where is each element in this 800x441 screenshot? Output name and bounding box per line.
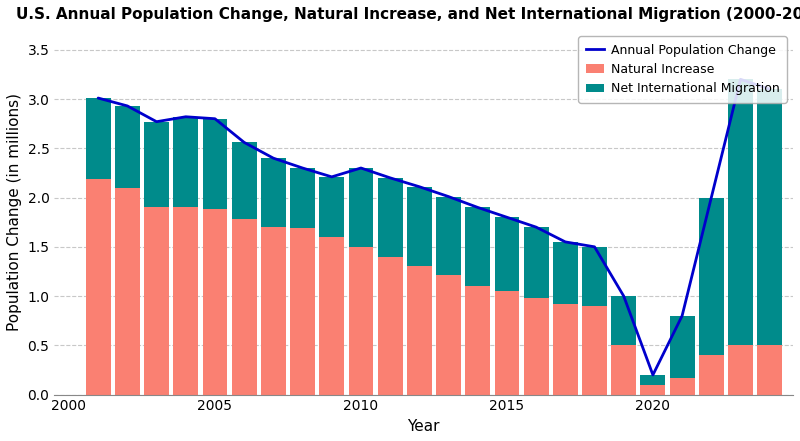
Bar — [728, 79, 753, 345]
Bar — [319, 237, 344, 395]
Bar — [436, 197, 461, 276]
Title: U.S. Annual Population Change, Natural Increase, and Net International Migration: U.S. Annual Population Change, Natural I… — [16, 7, 800, 22]
Annual Population Change — [152, 119, 162, 124]
Bar — [466, 286, 490, 395]
Bar — [611, 345, 636, 395]
Bar — [202, 119, 227, 209]
Annual Population Change — [386, 175, 395, 180]
Bar — [407, 187, 432, 265]
Bar — [611, 296, 636, 345]
Bar — [466, 207, 490, 286]
Bar — [524, 298, 549, 395]
Bar — [407, 265, 432, 395]
Bar — [641, 375, 666, 385]
Bar — [232, 219, 257, 395]
Bar — [290, 168, 315, 228]
Bar — [758, 345, 782, 395]
Bar — [144, 207, 169, 395]
Annual Population Change — [298, 165, 307, 171]
Bar — [494, 291, 519, 395]
Bar — [728, 345, 753, 395]
Annual Population Change — [765, 86, 774, 92]
Bar — [115, 106, 140, 188]
Annual Population Change — [414, 184, 424, 189]
Annual Population Change — [590, 244, 599, 250]
Bar — [174, 207, 198, 395]
Bar — [144, 122, 169, 207]
Annual Population Change — [561, 239, 570, 245]
Annual Population Change — [327, 174, 337, 179]
Bar — [553, 242, 578, 304]
Annual Population Change — [269, 156, 278, 161]
Annual Population Change — [706, 195, 716, 200]
Annual Population Change — [356, 165, 366, 171]
Legend: Annual Population Change, Natural Increase, Net International Migration: Annual Population Change, Natural Increa… — [578, 36, 787, 103]
Bar — [232, 142, 257, 219]
Bar — [524, 227, 549, 298]
Bar — [202, 209, 227, 395]
Bar — [378, 257, 402, 395]
Annual Population Change — [181, 114, 190, 120]
Annual Population Change — [648, 372, 658, 377]
Bar — [174, 117, 198, 207]
Bar — [670, 316, 694, 378]
Bar — [349, 247, 374, 395]
Annual Population Change — [444, 194, 454, 199]
Annual Population Change — [94, 95, 103, 101]
Bar — [436, 276, 461, 395]
Bar — [699, 198, 724, 355]
Bar — [699, 355, 724, 395]
Bar — [670, 378, 694, 395]
X-axis label: Year: Year — [407, 419, 440, 434]
Bar — [758, 89, 782, 345]
Bar — [494, 217, 519, 291]
Y-axis label: Population Change (in millions): Population Change (in millions) — [7, 93, 22, 331]
Annual Population Change — [210, 116, 220, 121]
Bar — [319, 177, 344, 237]
Annual Population Change — [736, 77, 746, 82]
Line: Annual Population Change: Annual Population Change — [98, 79, 770, 375]
Bar — [582, 247, 607, 306]
Annual Population Change — [122, 103, 132, 108]
Annual Population Change — [502, 215, 512, 220]
Bar — [290, 228, 315, 395]
Bar — [553, 304, 578, 395]
Bar — [349, 168, 374, 247]
Bar — [115, 188, 140, 395]
Bar — [641, 385, 666, 395]
Annual Population Change — [619, 293, 629, 299]
Bar — [261, 158, 286, 227]
Annual Population Change — [239, 140, 249, 145]
Bar — [86, 98, 110, 179]
Bar — [378, 178, 402, 257]
Bar — [86, 179, 110, 395]
Bar — [261, 227, 286, 395]
Bar — [582, 306, 607, 395]
Annual Population Change — [678, 313, 687, 318]
Annual Population Change — [473, 205, 482, 210]
Annual Population Change — [531, 224, 541, 230]
